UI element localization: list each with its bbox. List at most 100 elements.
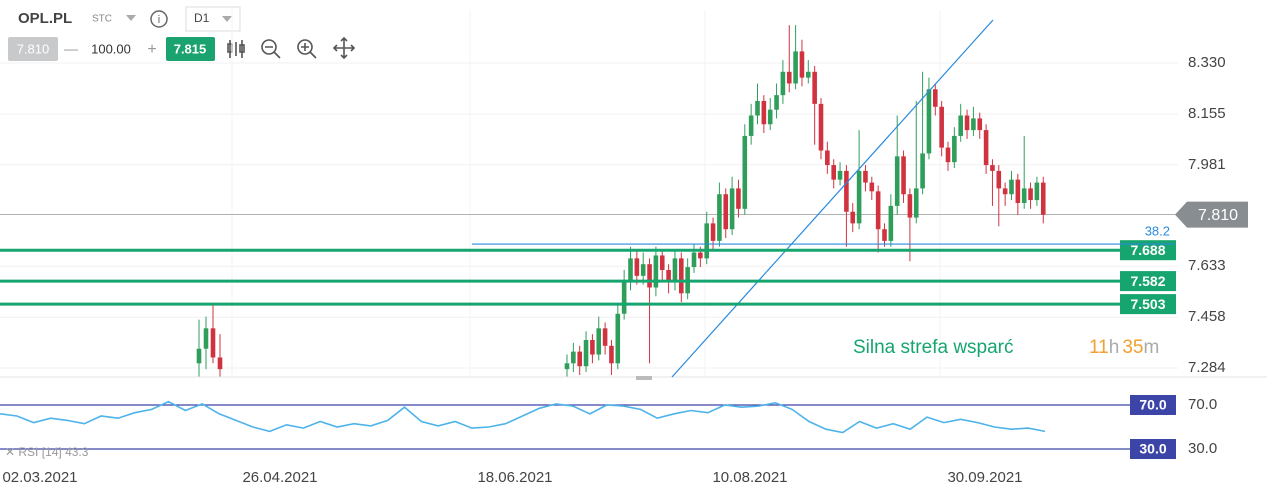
- dropdown-arrow[interactable]: [126, 15, 136, 21]
- candle-body: [1040, 182, 1046, 215]
- rsi-label-text: RSI [14] 43.3: [18, 445, 88, 459]
- candle-body: [920, 153, 925, 189]
- candle-body: [1034, 182, 1040, 201]
- candle-body: [1009, 179, 1014, 195]
- timer-m: m: [1143, 337, 1159, 358]
- bid-box[interactable]: [8, 37, 58, 61]
- candle-body: [875, 191, 881, 230]
- candle-body: [628, 258, 633, 282]
- candle-body: [698, 252, 703, 259]
- candle-body: [217, 357, 223, 370]
- level-label: 7.582: [1130, 273, 1165, 289]
- candle-body: [571, 351, 576, 364]
- candle-body: [799, 51, 805, 78]
- level-label-box: [1120, 240, 1176, 261]
- fib-label: 38.2: [1145, 224, 1170, 239]
- volume[interactable]: 100.00: [91, 41, 131, 56]
- price-pane: [0, 10, 1178, 377]
- bid: 7.810: [17, 41, 50, 56]
- toolbar-icons[interactable]: [227, 36, 356, 60]
- market: STC: [92, 14, 112, 25]
- candle-body: [609, 345, 614, 364]
- candle-body: [1021, 188, 1027, 203]
- candle-body: [869, 182, 875, 192]
- candle-body: [615, 313, 621, 364]
- x-tick-label: 30.09.2021: [947, 469, 1022, 486]
- candle-body: [710, 223, 716, 241]
- candle-body: [806, 71, 811, 78]
- candle-body: [755, 100, 760, 116]
- candle-body: [596, 328, 602, 355]
- trend-line: [671, 19, 994, 378]
- rsi-pane: 70.0 70.0 30.0 30.0: [0, 394, 1217, 460]
- candle-body: [780, 71, 786, 96]
- ask-box[interactable]: [166, 37, 215, 61]
- candle-body: [659, 255, 665, 271]
- candle-body: [704, 223, 709, 259]
- rsi-tick-label: 70.0: [1188, 396, 1217, 413]
- candle-body: [926, 89, 932, 154]
- candle-body: [952, 135, 957, 163]
- candle-body: [971, 118, 976, 131]
- candle-body: [748, 115, 754, 136]
- interval-arrow: [222, 16, 232, 22]
- scroll-handle[interactable]: [636, 376, 652, 380]
- minus[interactable]: —: [64, 41, 78, 57]
- rsi-tick-label: 30.0: [1188, 440, 1217, 457]
- level-label-box: [1120, 271, 1176, 292]
- candle-body: [621, 281, 627, 314]
- candle-body: [729, 188, 735, 230]
- candle-body: [786, 71, 792, 84]
- candle-body: [856, 170, 862, 224]
- x-tick-label: 26.04.2021: [242, 469, 317, 486]
- x-tick-label: 10.08.2021: [712, 469, 787, 486]
- info-icon[interactable]: [150, 10, 168, 28]
- candle-body: [767, 109, 773, 125]
- candle-body: [210, 328, 216, 358]
- candle-body: [774, 95, 779, 110]
- candle-body: [958, 115, 963, 136]
- plus[interactable]: +: [147, 41, 156, 58]
- candle-body: [672, 258, 678, 282]
- candle-body: [793, 51, 798, 84]
- candle-body: [1028, 188, 1033, 201]
- candle-body: [1015, 179, 1021, 203]
- candle-body: [996, 170, 1002, 189]
- candle-body: [723, 194, 729, 230]
- candle-body: [990, 165, 995, 171]
- candle-body: [907, 194, 913, 218]
- x-tick-label: 18.06.2021: [477, 469, 552, 486]
- candle-body: [196, 348, 202, 364]
- annotation: Silna strefa wsparć: [853, 337, 1014, 358]
- rsi-band-box: [1130, 439, 1176, 460]
- candle-body: [850, 211, 856, 224]
- candle-body: [901, 156, 906, 195]
- info-i: i: [158, 14, 160, 26]
- y-tick-label: 7.981: [1188, 156, 1226, 173]
- rsi-label: ✕ RSI [14] 43.3: [5, 445, 89, 459]
- candle-body: [653, 255, 659, 288]
- candle-body: [964, 115, 970, 131]
- candle-body: [983, 130, 989, 166]
- timer-h: h: [1109, 337, 1120, 358]
- candle-body: [564, 363, 570, 370]
- candle-body: [583, 339, 589, 367]
- timer-hours: 11: [1089, 337, 1109, 358]
- y-tick-label: 8.155: [1188, 105, 1226, 122]
- y-tick-label: 8.330: [1188, 54, 1226, 71]
- candle-body: [837, 170, 843, 180]
- x-tick-label: 02.03.2021: [2, 469, 77, 486]
- y-tick-label: 7.284: [1188, 359, 1226, 376]
- ask: 7.815: [174, 41, 207, 56]
- symbol[interactable]: OPL.PL: [18, 10, 72, 27]
- level-label: 7.503: [1130, 296, 1165, 312]
- candle-body: [666, 270, 671, 282]
- candle-body: [679, 258, 684, 294]
- candle-body: [933, 89, 938, 107]
- y-tick-label: 7.633: [1188, 257, 1226, 274]
- rsi-band-box-label: 30.0: [1139, 441, 1166, 457]
- rsi-band-box: [1130, 394, 1176, 415]
- interval-box[interactable]: [185, 6, 241, 32]
- candle-body: [825, 150, 830, 166]
